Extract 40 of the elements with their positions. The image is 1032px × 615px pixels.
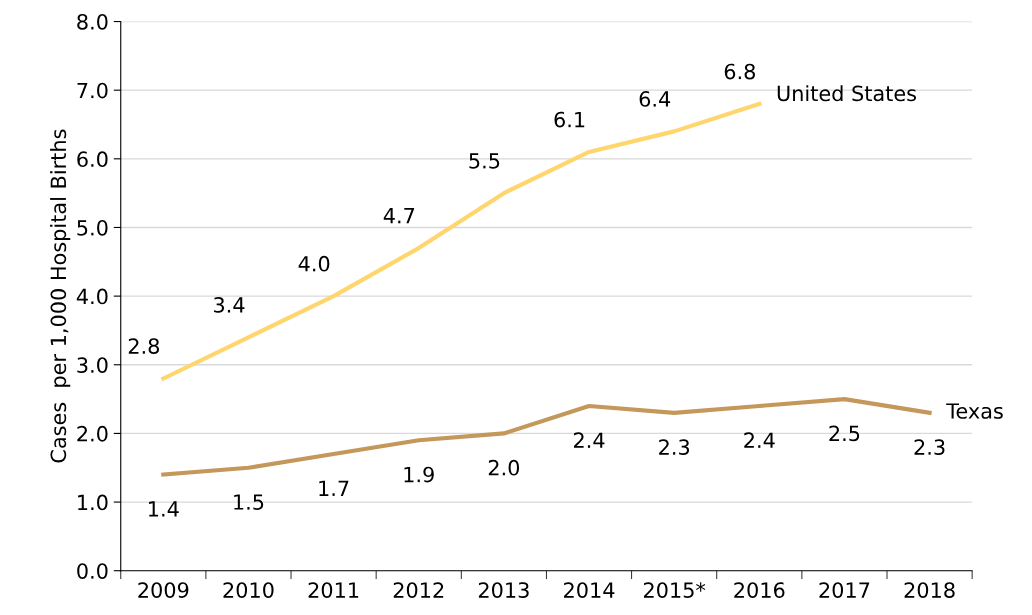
y-tick-label: 6.0 bbox=[77, 151, 108, 168]
data-label: 2.8 bbox=[128, 338, 160, 354]
y-tick-label: 7.0 bbox=[77, 82, 108, 99]
x-tick-label: 2015* bbox=[643, 582, 706, 598]
data-label: 2.3 bbox=[659, 439, 690, 455]
x-tick-label: 2016 bbox=[734, 582, 785, 598]
x-tick-label: 2012 bbox=[393, 582, 444, 598]
y-tick-label: 4.0 bbox=[76, 288, 108, 305]
y-tick-label: 2.0 bbox=[77, 425, 108, 442]
data-label: 2.5 bbox=[829, 425, 860, 442]
x-tick-label: 2009 bbox=[138, 582, 189, 598]
data-label: 2.4 bbox=[573, 432, 605, 448]
y-tick-label: 8.0 bbox=[77, 13, 108, 30]
x-tick-label: 2013 bbox=[478, 582, 529, 598]
data-label: 6.4 bbox=[639, 91, 671, 107]
data-label: 1.9 bbox=[404, 466, 434, 483]
y-axis-title: Cases per 1,000 Hospital Births bbox=[50, 129, 71, 463]
data-label: 2.0 bbox=[488, 459, 520, 476]
data-label: 2.4 bbox=[744, 432, 775, 448]
data-label: 4.0 bbox=[298, 255, 330, 272]
x-tick-label: 2014 bbox=[564, 582, 615, 598]
data-label: 1.4 bbox=[149, 501, 179, 517]
data-label: 6.8 bbox=[724, 63, 755, 80]
x-tick-label: 2017 bbox=[819, 582, 870, 598]
x-tick-label: 2018 bbox=[904, 582, 955, 598]
data-label: 1.5 bbox=[234, 494, 264, 510]
data-label: 5.5 bbox=[469, 153, 500, 169]
data-label: 3.4 bbox=[214, 297, 245, 313]
y-tick-label: 5.0 bbox=[77, 219, 108, 236]
data-label: 2.3 bbox=[914, 439, 945, 455]
series-label: Texas bbox=[946, 403, 1003, 419]
data-label: 6.1 bbox=[554, 111, 585, 128]
data-label: 4.7 bbox=[383, 208, 415, 224]
data-label: 1.7 bbox=[319, 480, 349, 496]
x-tick-label: 2011 bbox=[308, 582, 359, 598]
x-tick-label: 2010 bbox=[223, 582, 274, 598]
y-tick-label: 1.0 bbox=[78, 494, 108, 511]
series-label: United States bbox=[777, 85, 917, 102]
y-tick-label: 3.0 bbox=[77, 357, 108, 373]
y-tick-label: 0.0 bbox=[77, 563, 108, 579]
